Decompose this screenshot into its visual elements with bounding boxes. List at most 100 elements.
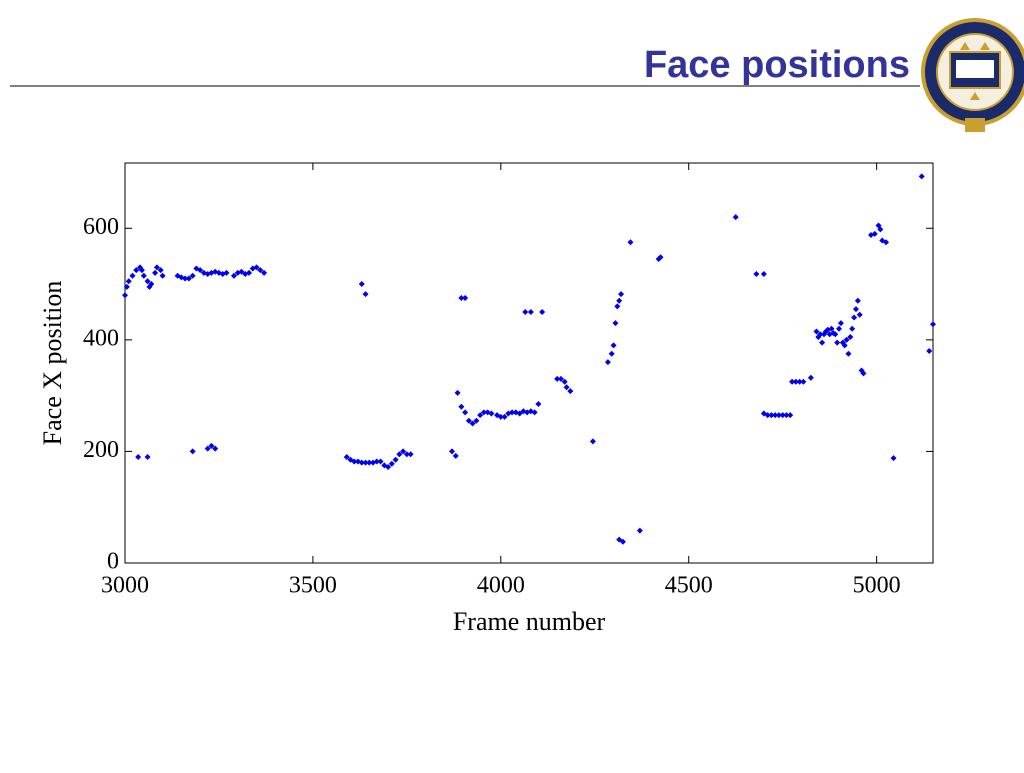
point — [125, 278, 132, 285]
point — [373, 458, 380, 465]
point — [918, 173, 925, 180]
point — [473, 417, 480, 424]
point — [362, 291, 369, 298]
point — [610, 342, 617, 349]
point — [779, 412, 786, 419]
point — [616, 297, 623, 304]
point — [627, 239, 634, 246]
point — [837, 320, 844, 327]
point — [527, 308, 534, 315]
point — [509, 409, 516, 416]
point — [148, 281, 155, 288]
point — [140, 272, 147, 279]
point — [458, 295, 465, 302]
point — [377, 458, 384, 465]
point — [852, 306, 859, 313]
point — [636, 527, 643, 534]
point — [567, 388, 574, 395]
point — [351, 458, 358, 465]
point — [561, 378, 568, 385]
point — [614, 303, 621, 310]
logo — [921, 18, 1024, 132]
point — [159, 272, 166, 279]
point — [469, 420, 476, 427]
point — [557, 375, 564, 382]
point — [890, 455, 897, 462]
point — [185, 275, 192, 282]
point — [153, 264, 160, 271]
point — [366, 459, 373, 466]
point — [189, 272, 196, 279]
point — [856, 311, 863, 318]
point — [358, 281, 365, 288]
point — [261, 269, 268, 276]
x-axis-label: Frame number — [453, 607, 606, 636]
point — [841, 342, 848, 349]
point — [388, 460, 395, 467]
slide-title: Face positions — [644, 44, 910, 86]
point — [854, 297, 861, 304]
point — [764, 412, 771, 419]
point — [554, 375, 561, 382]
point — [800, 378, 807, 385]
point — [400, 448, 407, 455]
point — [657, 254, 664, 261]
x-tick-label: 3500 — [289, 573, 337, 599]
point — [522, 308, 529, 315]
point — [144, 278, 151, 285]
point — [152, 269, 159, 276]
point — [462, 295, 469, 302]
point — [753, 271, 760, 278]
point — [197, 267, 204, 274]
point — [796, 378, 803, 385]
point — [358, 459, 365, 466]
point — [157, 267, 164, 274]
point — [257, 267, 264, 274]
y-tick-label: 600 — [83, 214, 119, 240]
point — [385, 464, 392, 471]
point — [189, 448, 196, 455]
point — [535, 401, 542, 408]
point — [783, 412, 790, 419]
point — [452, 452, 459, 459]
point — [828, 325, 835, 332]
point — [407, 451, 414, 458]
point — [144, 454, 151, 461]
point — [930, 321, 936, 328]
point — [807, 374, 814, 381]
point — [501, 413, 508, 420]
point — [832, 331, 839, 338]
y-axis-label: Face X position — [38, 281, 67, 446]
point — [851, 314, 858, 321]
point — [362, 459, 369, 466]
point — [817, 331, 824, 338]
y-tick-label: 400 — [83, 325, 119, 351]
point — [392, 456, 399, 463]
point — [135, 454, 142, 461]
point — [792, 378, 799, 385]
point — [787, 412, 794, 419]
point — [477, 412, 484, 419]
point — [454, 389, 461, 396]
point — [396, 451, 403, 458]
point — [129, 272, 136, 279]
point — [619, 538, 626, 545]
point — [847, 334, 854, 341]
point — [589, 438, 596, 445]
point — [768, 412, 775, 419]
point — [253, 264, 260, 271]
point — [860, 370, 867, 377]
point — [246, 269, 253, 276]
point — [775, 412, 782, 419]
point — [230, 272, 237, 279]
point — [883, 239, 890, 246]
point — [343, 454, 350, 461]
point — [845, 350, 852, 357]
point — [813, 328, 820, 335]
x-tick-label: 5000 — [853, 573, 901, 599]
y-tick-label: 0 — [107, 549, 119, 575]
point — [122, 292, 128, 299]
point — [488, 410, 495, 417]
point — [539, 308, 546, 315]
